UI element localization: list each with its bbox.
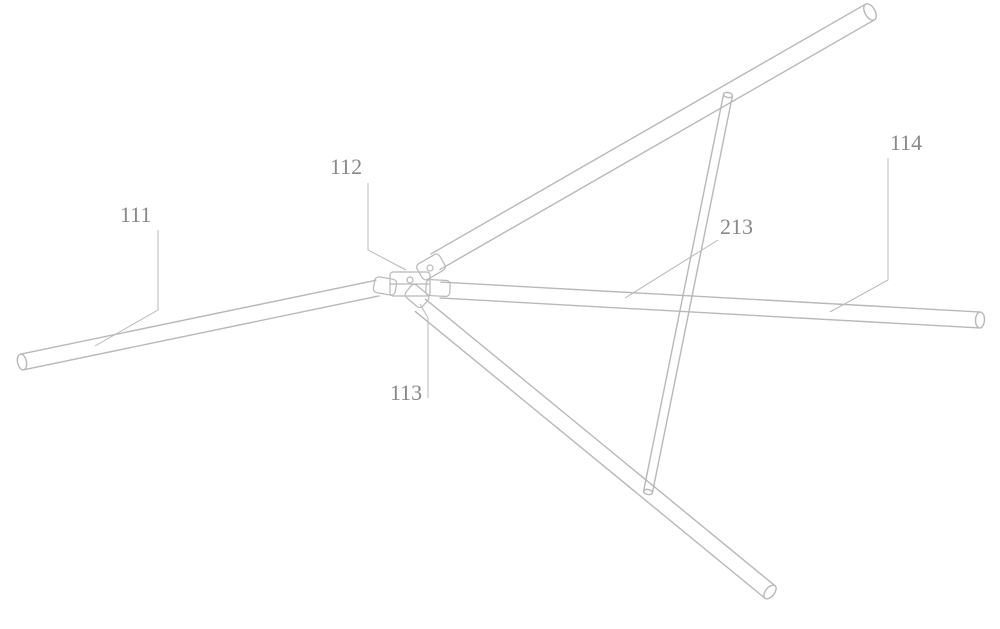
left-tube <box>16 280 380 371</box>
leader-114 <box>830 158 888 312</box>
leader-112 <box>368 183 406 270</box>
leader-213 <box>625 240 718 298</box>
down-right-tube <box>415 299 779 601</box>
top-right-tube <box>431 2 879 270</box>
right-tube <box>440 282 985 328</box>
leader-111 <box>95 230 158 346</box>
central-joint <box>373 253 451 309</box>
leader-lines <box>95 158 888 398</box>
technical-drawing <box>0 0 1000 629</box>
